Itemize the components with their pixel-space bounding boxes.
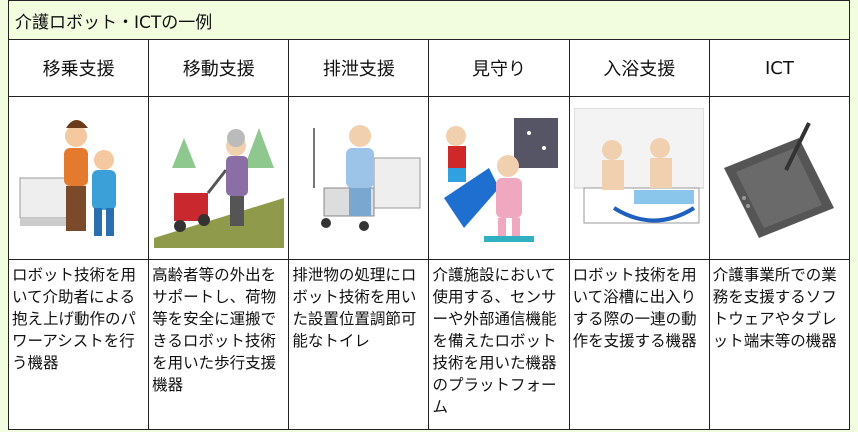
column-header: 排泄支援 [288,39,430,97]
description: 介護事業所での業務を支援するソフトウェアやタブレット端末等の機器 [708,259,851,430]
description: 排泄物の処理にロボット技術を用いた設置位置調節可能なトイレ [288,259,430,430]
bathing-illustration [574,108,705,224]
description: 高齢者等の外出をサポートし、荷物等を安全に運搬できるロボット技術を用いた歩行支援… [148,259,290,430]
description: 介護施設において使用する、センサーや外部通信機能を備えたロボット技術を用いた機器… [428,259,570,430]
column-header: 見守り [428,39,570,97]
example-table: 介護ロボット・ICTの一例 移乗支援 移動支援 排泄支援 見守り 入浴支援 IC… [7,0,851,430]
description: ロボット技術を用いて介助者による抱え上げ動作のパワーアシストを行う機器 [7,259,150,430]
description: ロボット技術を用いて浴槽に出入りする際の一連の動作を支援する機器 [568,259,710,430]
table-title: 介護ロボット・ICTの一例 [8,0,850,40]
column-header: 移動支援 [148,39,290,97]
monitoring-illustration [444,118,559,242]
walking-illustration [153,128,284,248]
tablet-illustration [724,122,835,238]
column-header: 移乗支援 [7,39,150,97]
toilet-illustration [312,125,421,231]
transfer-illustration [19,120,116,236]
column-header: 入浴支援 [568,39,710,97]
column-header: ICT [708,39,851,97]
